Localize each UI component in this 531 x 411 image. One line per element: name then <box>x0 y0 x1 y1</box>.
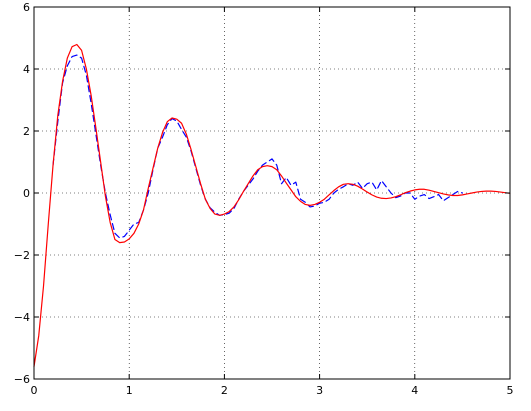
series-group <box>33 43 511 368</box>
x-tick-label: 0 <box>31 384 38 397</box>
tick-labels: 0 1 2 3 4 5 −6 −4 −2 0 2 4 6 <box>14 1 514 397</box>
axis-ticks <box>33 6 511 380</box>
series-line-dashed <box>52 54 463 239</box>
y-tick-label: −4 <box>14 311 30 324</box>
x-tick-label: 3 <box>316 384 323 397</box>
gridlines <box>34 7 510 379</box>
y-tick-label: 2 <box>23 125 30 138</box>
x-tick-label: 4 <box>411 384 418 397</box>
x-tick-label: 5 <box>507 384 514 397</box>
y-tick-label: 0 <box>23 187 30 200</box>
x-tick-label: 2 <box>221 384 228 397</box>
x-tick-label: 1 <box>126 384 133 397</box>
y-tick-label: 4 <box>23 63 30 76</box>
y-tick-label: 6 <box>23 1 30 14</box>
y-tick-label: −6 <box>14 373 30 386</box>
series-line-solid <box>33 43 511 368</box>
y-tick-label: −2 <box>14 249 30 262</box>
